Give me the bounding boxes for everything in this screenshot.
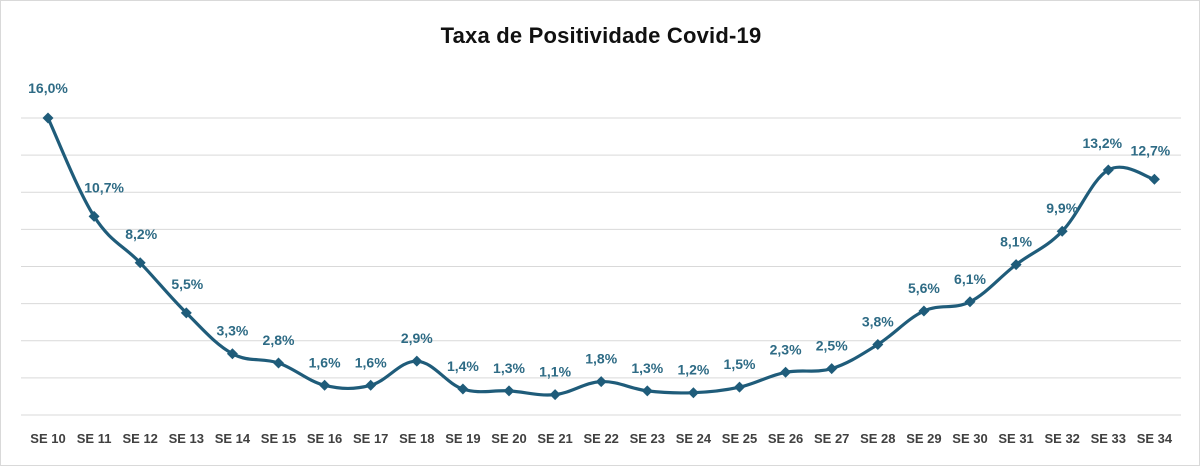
- data-point: [134, 257, 146, 269]
- x-tick-label: SE 33: [1091, 431, 1126, 446]
- data-point: [872, 338, 884, 350]
- data-point: [1010, 259, 1022, 271]
- x-tick-label: SE 16: [307, 431, 342, 446]
- x-tick-label: SE 19: [445, 431, 480, 446]
- data-label: 1,1%: [539, 364, 571, 380]
- data-label: 3,8%: [862, 314, 894, 330]
- data-label: 1,6%: [355, 354, 387, 370]
- x-axis-ticks: SE 10 SE 11 SE 12 SE 13 SE 14 SE 15 SE 16 SE 17…: [30, 431, 1173, 446]
- data-point: [780, 366, 792, 378]
- data-label: 1,8%: [585, 351, 617, 367]
- data-label: 1,2%: [677, 362, 709, 378]
- x-tick-label: SE 12: [122, 431, 157, 446]
- x-tick-label: SE 29: [906, 431, 941, 446]
- data-labels: 16,0% 10,7% 8,2% 5,5% 3,3% 2,8% 1,6% 1,6% 2,9% 1,…: [28, 80, 1171, 380]
- x-tick-label: SE 28: [860, 431, 895, 446]
- data-label: 1,3%: [493, 360, 525, 376]
- data-label: 1,4%: [447, 358, 479, 374]
- x-tick-label: SE 26: [768, 431, 803, 446]
- data-point: [549, 389, 561, 401]
- data-point: [411, 355, 423, 367]
- data-point: [273, 357, 284, 369]
- x-tick-label: SE 18: [399, 431, 434, 446]
- data-point: [180, 307, 192, 319]
- data-label: 2,3%: [770, 341, 802, 357]
- x-tick-label: SE 25: [722, 431, 757, 446]
- x-tick-label: SE 22: [583, 431, 618, 446]
- data-point: [42, 112, 54, 124]
- data-point: [687, 387, 699, 399]
- data-point: [826, 363, 838, 375]
- x-tick-label: SE 31: [998, 431, 1033, 446]
- data-label: 8,2%: [125, 226, 157, 242]
- x-tick-label: SE 24: [676, 431, 712, 446]
- data-label: 5,6%: [908, 280, 940, 296]
- data-point: [734, 381, 745, 393]
- data-label: 1,3%: [631, 360, 663, 376]
- data-label: 9,9%: [1046, 200, 1078, 216]
- data-label: 2,9%: [401, 330, 433, 346]
- x-tick-label: SE 10: [30, 431, 65, 446]
- x-tick-label: SE 21: [537, 431, 572, 446]
- x-tick-label: SE 23: [630, 431, 665, 446]
- data-label: 1,5%: [724, 356, 756, 372]
- data-point: [1102, 164, 1114, 176]
- data-label: 2,5%: [816, 338, 848, 354]
- data-point: [319, 379, 331, 391]
- x-tick-label: SE 17: [353, 431, 388, 446]
- data-point: [457, 383, 469, 395]
- data-point: [964, 296, 976, 308]
- x-tick-label: SE 34: [1137, 431, 1173, 446]
- data-point: [365, 379, 377, 391]
- data-label: 1,6%: [309, 354, 341, 370]
- x-tick-label: SE 15: [261, 431, 296, 446]
- x-tick-label: SE 11: [77, 431, 112, 446]
- data-label: 13,2%: [1082, 135, 1122, 151]
- gridlines: [21, 117, 1181, 416]
- data-label: 5,5%: [171, 276, 203, 292]
- x-tick-label: SE 13: [169, 431, 204, 446]
- data-label: 12,7%: [1131, 142, 1171, 158]
- data-point: [1148, 173, 1160, 185]
- data-label: 10,7%: [84, 179, 124, 195]
- data-point: [503, 385, 515, 397]
- data-point: [226, 348, 238, 360]
- data-label: 3,3%: [216, 323, 248, 339]
- data-point: [88, 210, 100, 222]
- data-label: 6,1%: [954, 271, 986, 287]
- data-label: 2,8%: [263, 332, 295, 348]
- x-tick-label: SE 14: [215, 431, 251, 446]
- chart-title: Taxa de Positividade Covid-19: [440, 23, 762, 48]
- data-points: [42, 112, 1160, 401]
- x-tick-label: SE 32: [1044, 431, 1079, 446]
- data-point: [918, 305, 930, 317]
- data-point: [1056, 225, 1068, 237]
- data-point: [641, 385, 653, 397]
- x-tick-label: SE 20: [491, 431, 526, 446]
- data-label: 8,1%: [1000, 234, 1032, 250]
- data-point: [595, 376, 607, 388]
- data-label: 16,0%: [28, 80, 68, 96]
- x-tick-label: SE 30: [952, 431, 987, 446]
- x-tick-label: SE 27: [814, 431, 849, 446]
